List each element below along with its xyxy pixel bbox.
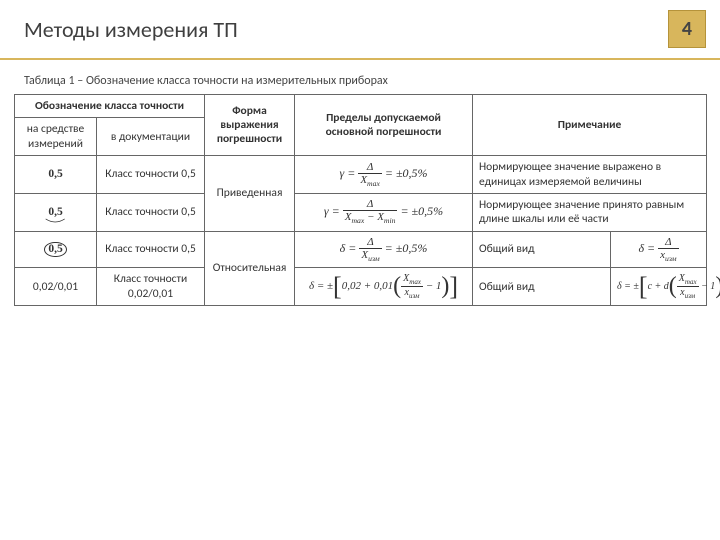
cell-in-doc: Класс точности 0,5 <box>97 231 205 268</box>
cell-on-means: 0,5 <box>15 193 97 231</box>
cell-form: Приведенная <box>205 156 295 232</box>
accuracy-class-table: Обозначение класса точности Форма выраже… <box>14 94 707 306</box>
page-number-badge: 4 <box>668 10 706 48</box>
th-form: Форма выражения погрешности <box>205 95 295 156</box>
cell-limits: δ = ±[0,02 + 0,01(Xmaxxизм − 1)] <box>295 268 473 306</box>
cell-note: Общий вид <box>473 231 611 268</box>
th-in-doc: в документации <box>97 118 205 156</box>
cell-note: Нормирующее значение выражено в единицах… <box>473 156 707 194</box>
table-row: 0,5 Класс точности 0,5 Относительная δ =… <box>15 231 707 268</box>
cell-note2: δ = ±[c + d(Xmaxxизм − 1)] <box>611 268 707 306</box>
th-limits: Пределы допускаемой основной погрешности <box>295 95 473 156</box>
cell-in-doc: Класс точности 0,5 <box>97 156 205 194</box>
cell-form: Относительная <box>205 231 295 306</box>
cell-on-means: 0,02/0,01 <box>15 268 97 306</box>
table-row: 0,5 Класс точности 0,5 Приведенная γ = Δ… <box>15 156 707 194</box>
table-caption: Таблица 1 – Обозначение класса точности … <box>24 74 720 88</box>
cell-note: Общий вид <box>473 268 611 306</box>
th-on-means: на средстве измерений <box>15 118 97 156</box>
table-row: 0,02/0,01 Класс точности 0,02/0,01 δ = ±… <box>15 268 707 306</box>
cell-in-doc: Класс точности 0,5 <box>97 193 205 231</box>
th-note: Примечание <box>473 95 707 156</box>
page-title: Методы измерения ТП <box>24 16 238 43</box>
th-designation: Обозначение класса точности <box>15 95 205 118</box>
cell-in-doc: Класс точности 0,02/0,01 <box>97 268 205 306</box>
cell-note2: δ = Δxизм <box>611 231 707 268</box>
cell-on-means: 0,5 <box>15 156 97 194</box>
cell-limits: γ = ΔXmax = ±0,5% <box>295 156 473 194</box>
cell-limits: γ = ΔXmax − Xmin = ±0,5% <box>295 193 473 231</box>
cell-note: Нормирующее значение принято равным длин… <box>473 193 707 231</box>
cell-on-means: 0,5 <box>15 231 97 268</box>
table-row: 0,5 Класс точности 0,5 γ = ΔXmax − Xmin … <box>15 193 707 231</box>
cell-limits: δ = ΔXизм = ±0,5% <box>295 231 473 268</box>
title-bar: Методы измерения ТП 4 <box>0 0 720 60</box>
